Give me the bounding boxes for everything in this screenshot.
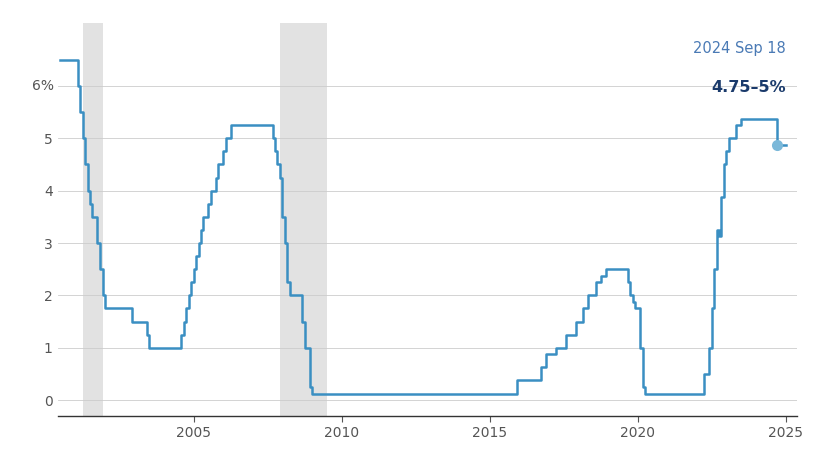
- Text: 6%: 6%: [32, 79, 53, 93]
- Text: 4.75–5%: 4.75–5%: [712, 80, 786, 95]
- Bar: [280, 23, 327, 416]
- Text: 2024 Sep 18: 2024 Sep 18: [694, 41, 786, 56]
- Bar: [83, 23, 103, 416]
